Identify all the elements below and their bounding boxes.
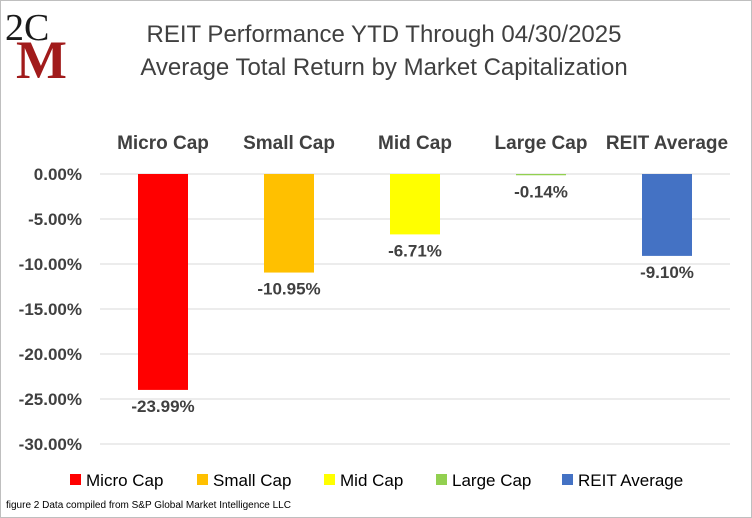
bar <box>516 174 566 176</box>
chart-subtitle: Average Total Return by Market Capitaliz… <box>140 54 628 81</box>
y-tick-label: -15.00% <box>19 300 82 319</box>
legend-label: Mid Cap <box>340 471 403 490</box>
data-label: -6.71% <box>388 241 442 260</box>
category-label: Large Cap <box>495 133 588 154</box>
legend-label: REIT Average <box>578 471 683 490</box>
footnote: figure 2 Data compiled from S&P Global M… <box>6 500 291 511</box>
legend-swatch <box>197 474 208 485</box>
y-tick-label: -20.00% <box>19 345 82 364</box>
y-tick-label: -25.00% <box>19 390 82 409</box>
data-label: -0.14% <box>514 182 568 201</box>
y-tick-label: -5.00% <box>28 210 82 229</box>
bar <box>264 174 314 273</box>
legend-swatch <box>324 474 335 485</box>
data-label: -10.95% <box>257 280 320 299</box>
legend-swatch <box>562 474 573 485</box>
logo-big-letter: M <box>16 30 67 82</box>
company-logo: 2C M <box>5 7 67 82</box>
category-label: Mid Cap <box>378 133 452 154</box>
data-label: -23.99% <box>131 397 194 416</box>
category-label: Micro Cap <box>117 133 209 154</box>
category-label: Small Cap <box>243 133 335 154</box>
chart-title-block: REIT Performance YTD Through 04/30/2025 … <box>104 18 664 84</box>
legend-swatch <box>70 474 81 485</box>
legend-label: Small Cap <box>213 471 291 490</box>
y-tick-label: -10.00% <box>19 255 82 274</box>
legend-label: Micro Cap <box>86 471 163 490</box>
legend-swatch <box>436 474 447 485</box>
chart-title: REIT Performance YTD Through 04/30/2025 <box>146 21 622 48</box>
bar <box>138 174 188 390</box>
bar <box>390 174 440 235</box>
category-label: REIT Average <box>606 133 728 154</box>
y-tick-label: 0.00% <box>34 165 82 184</box>
legend-label: Large Cap <box>452 471 531 490</box>
logo-top-text: 2C <box>5 7 49 49</box>
y-tick-label: -30.00% <box>19 435 82 454</box>
bar <box>642 174 692 256</box>
data-label: -9.10% <box>640 263 694 282</box>
